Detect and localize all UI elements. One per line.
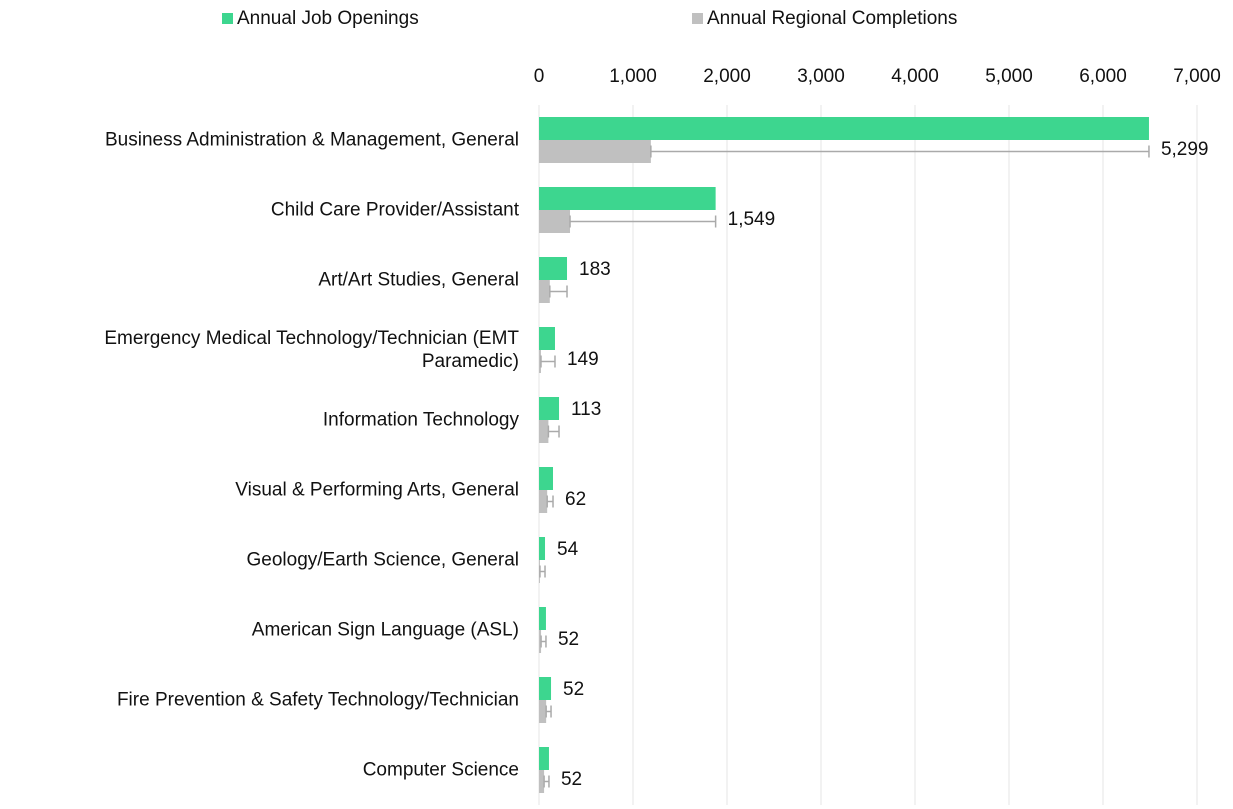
bar — [539, 537, 546, 560]
category-label: Computer Science — [362, 759, 519, 781]
bar — [539, 327, 555, 350]
x-tick-label: 6,000 — [1079, 66, 1127, 87]
legend-label: Annual Regional Completions — [707, 8, 957, 29]
data-label: 62 — [565, 489, 586, 510]
data-label: 183 — [579, 259, 611, 280]
bar — [539, 770, 545, 793]
bar — [539, 467, 554, 490]
data-label: 149 — [567, 349, 599, 370]
bar — [539, 210, 571, 233]
category-label: Information Technology — [322, 409, 519, 431]
data-label: 54 — [557, 539, 579, 560]
legend-swatch — [692, 13, 703, 24]
bar — [539, 420, 549, 443]
category-label: Fire Prevention & Safety Technology/Tech… — [116, 689, 519, 711]
x-tick-label: 5,000 — [985, 66, 1033, 87]
bar — [539, 607, 546, 630]
data-label: 5,299 — [1161, 139, 1209, 160]
bar — [539, 187, 716, 210]
data-label: 52 — [563, 679, 584, 700]
data-label: 52 — [558, 629, 579, 650]
category-label: Business Administration & Management, Ge… — [105, 129, 519, 151]
bar — [539, 280, 550, 303]
x-tick-label: 0 — [534, 66, 545, 87]
legend-label: Annual Job Openings — [237, 8, 419, 29]
bar — [539, 677, 552, 700]
data-label: 113 — [571, 399, 601, 420]
x-tick-label: 4,000 — [891, 66, 939, 87]
x-tick-label: 3,000 — [797, 66, 845, 87]
x-tick-label: 1,000 — [609, 66, 657, 87]
category-label: Geology/Earth Science, General — [246, 549, 520, 571]
bar — [539, 397, 560, 420]
category-label: Visual & Performing Arts, General — [235, 479, 519, 501]
bar — [539, 117, 1149, 140]
bar — [539, 630, 542, 653]
category-label: Emergency Medical Technology/Technician … — [104, 328, 519, 372]
bar — [539, 490, 548, 513]
legend-swatch — [222, 13, 233, 24]
bar — [539, 350, 541, 373]
x-tick-label: 7,000 — [1173, 66, 1221, 87]
category-label: American Sign Language (ASL) — [251, 619, 519, 641]
bar — [539, 140, 651, 163]
data-label: 52 — [561, 769, 582, 790]
bar — [539, 700, 547, 723]
x-tick-label: 2,000 — [703, 66, 751, 87]
category-label: Child Care Provider/Assistant — [270, 199, 519, 221]
data-label: 1,549 — [728, 209, 776, 230]
bar — [539, 257, 568, 280]
category-label: Art/Art Studies, General — [318, 269, 519, 291]
bar — [539, 747, 549, 770]
